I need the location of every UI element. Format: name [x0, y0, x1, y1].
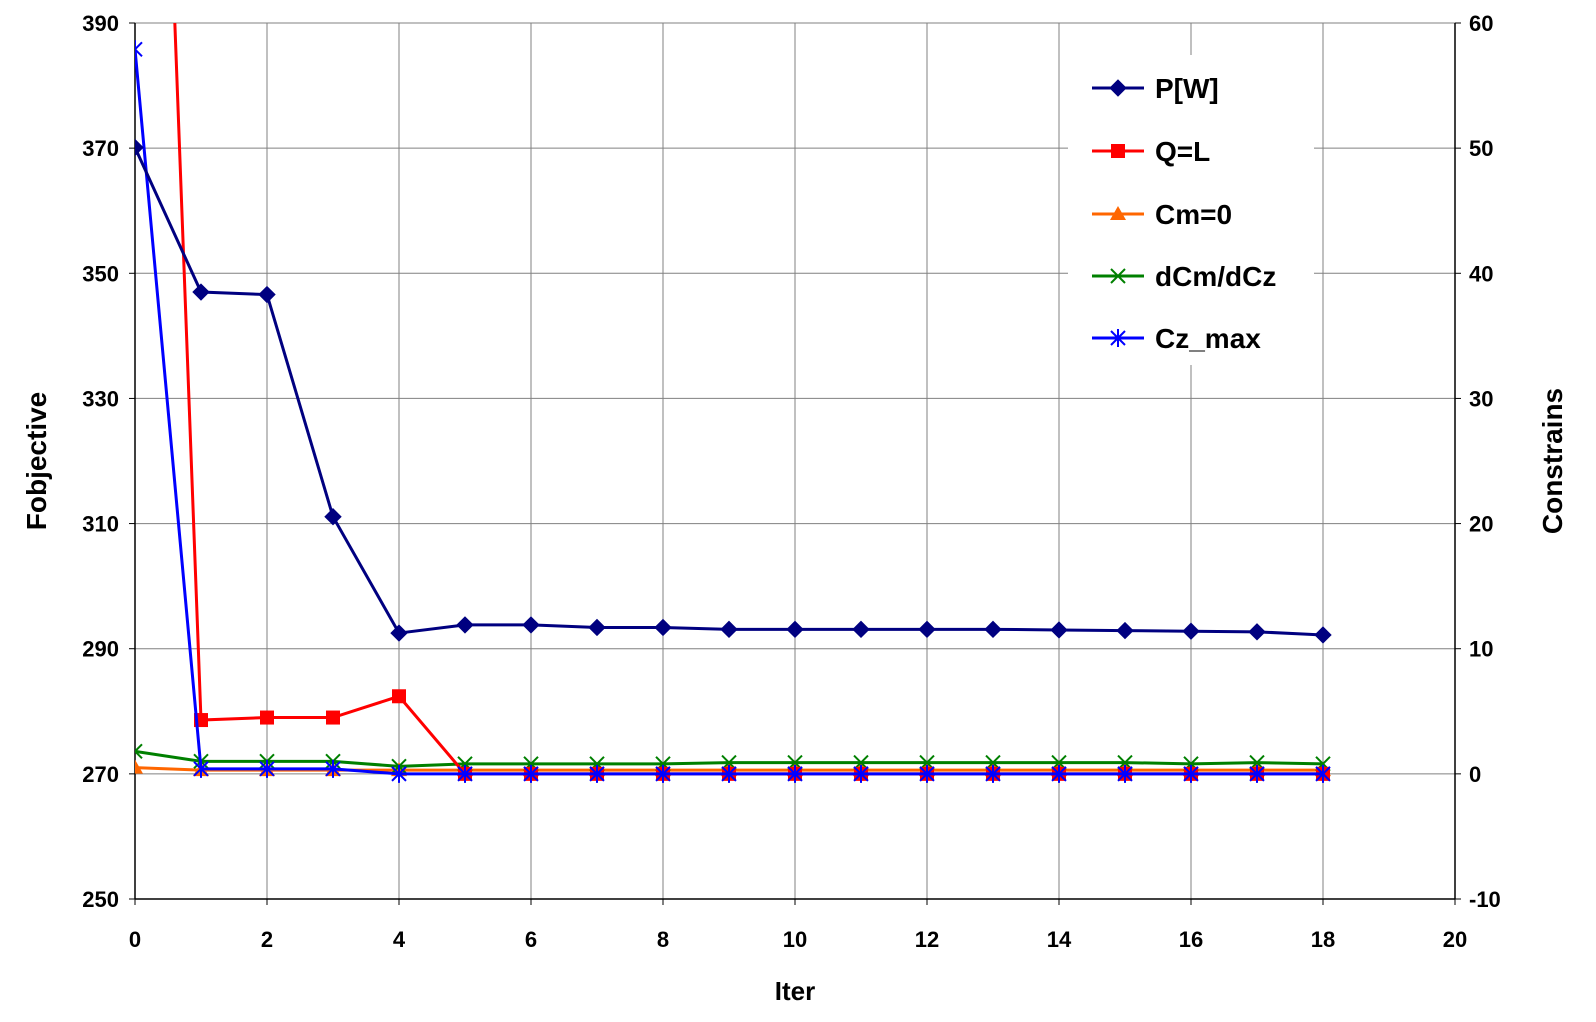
data-point [193, 759, 209, 778]
y-tick-label: 350 [82, 261, 119, 286]
legend-item: dCm/dCz [1092, 261, 1276, 292]
data-point [918, 620, 936, 639]
legend-label: P[W] [1155, 73, 1219, 104]
y-tick-label: 270 [82, 762, 119, 787]
data-point [456, 616, 474, 634]
tick-labels: 0 2 4 6 8 10 12 14 16 18 20 250 270 290 310 330 350 370 39… [82, 11, 1501, 952]
data-point [326, 710, 340, 725]
data-point [135, 759, 143, 774]
y2-tick-label: 20 [1469, 512, 1493, 537]
data-point [1315, 764, 1331, 783]
legend-marker [1110, 206, 1126, 220]
y-tick-label: 370 [82, 136, 119, 161]
data-point [1248, 623, 1266, 641]
data-point [135, 40, 143, 59]
x-tick-label: 12 [915, 927, 939, 952]
data-point [589, 764, 605, 783]
data-point [588, 618, 606, 637]
x-tick-label: 18 [1311, 927, 1335, 952]
legend: P[W] Q=L Cm=0 dCm/dCz Cz_max [1068, 55, 1314, 365]
legend-marker [1111, 144, 1125, 158]
x-tick-label: 0 [129, 927, 141, 952]
data-point [259, 759, 275, 778]
x-tick-label: 6 [525, 927, 537, 952]
y-tick-label: 330 [82, 386, 119, 411]
x-tick-label: 8 [657, 927, 669, 952]
y2-tick-label: 0 [1469, 762, 1481, 787]
data-point [984, 620, 1002, 639]
data-point [985, 764, 1001, 783]
y2-tick-label: 50 [1469, 136, 1493, 161]
data-point [1051, 764, 1067, 783]
y2-tick-label: 40 [1469, 261, 1493, 286]
data-point [786, 620, 804, 639]
legend-marker [1109, 79, 1127, 97]
legend-box [1068, 55, 1314, 365]
x-tick-label: 14 [1047, 927, 1072, 952]
series-layer [135, 23, 1332, 783]
data-point [1117, 764, 1133, 783]
series-p-w- [135, 138, 1332, 644]
x-tick-label: 2 [261, 927, 273, 952]
legend-label: Q=L [1155, 136, 1210, 167]
data-point [1182, 622, 1200, 640]
y2-tick-label: 30 [1469, 386, 1493, 411]
y2-tick-label: 60 [1469, 11, 1493, 36]
data-point [325, 759, 341, 778]
legend-label: Cm=0 [1155, 199, 1232, 230]
data-point [258, 285, 276, 304]
legend-item: Cz_max [1092, 323, 1261, 354]
data-point [391, 764, 407, 783]
y-axis-label: Fobjective [21, 392, 52, 530]
legend-marker [1110, 268, 1126, 284]
data-point [392, 689, 406, 704]
y-tick-label: 310 [82, 512, 119, 537]
axes [129, 22, 1461, 905]
legend-item: P[W] [1092, 73, 1219, 104]
y2-axis-label: Constrains [1537, 388, 1568, 534]
legend-marker [1110, 329, 1126, 347]
y-tick-label: 290 [82, 637, 119, 662]
legend-label: dCm/dCz [1155, 261, 1276, 292]
data-point [260, 710, 274, 725]
data-point [192, 283, 210, 301]
data-point [523, 764, 539, 783]
data-point [787, 764, 803, 783]
data-point [853, 764, 869, 783]
data-point [919, 764, 935, 783]
data-point [1116, 621, 1134, 640]
legend-label: Cz_max [1155, 323, 1261, 354]
data-point [1183, 764, 1199, 783]
data-point [852, 620, 870, 639]
data-point [1249, 764, 1265, 783]
y-tick-label: 250 [82, 887, 119, 912]
data-point [135, 138, 144, 157]
data-point [522, 616, 540, 634]
x-tick-label: 10 [783, 927, 807, 952]
legend-item: Q=L [1092, 136, 1210, 167]
data-point [324, 507, 342, 526]
y2-tick-label: -10 [1469, 887, 1501, 912]
data-point [135, 743, 143, 760]
y-tick-label: 390 [82, 11, 119, 36]
data-point [457, 764, 473, 783]
data-point [654, 618, 672, 637]
x-axis-label: Iter [775, 976, 815, 1006]
data-point [1314, 626, 1332, 644]
x-tick-label: 4 [393, 927, 406, 952]
x-tick-label: 20 [1443, 927, 1467, 952]
data-point [655, 764, 671, 783]
data-point [720, 620, 738, 639]
data-point [1050, 621, 1068, 639]
data-point [390, 624, 408, 642]
series-cz-max [135, 40, 1331, 783]
y2-tick-label: 10 [1469, 637, 1493, 662]
legend-item: Cm=0 [1092, 199, 1232, 230]
x-tick-label: 16 [1179, 927, 1203, 952]
data-point [721, 764, 737, 783]
